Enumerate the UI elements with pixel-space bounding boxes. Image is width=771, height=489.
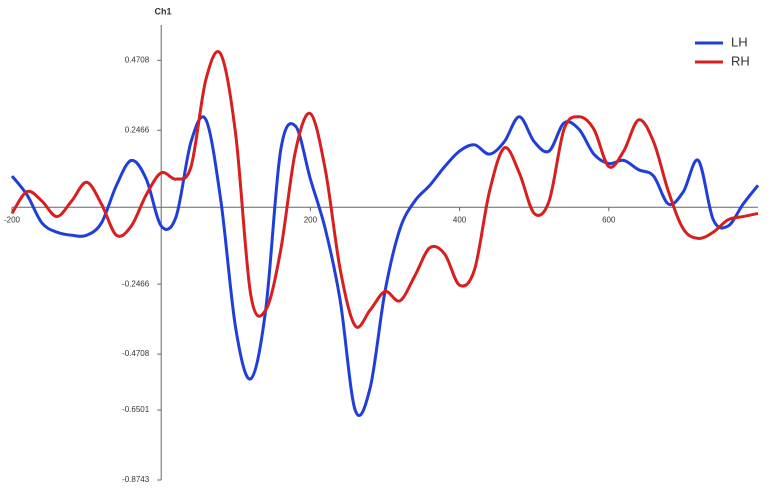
y-tick-label: -0.4708	[122, 349, 150, 358]
y-tick-label: -0.8743	[122, 475, 150, 484]
line-series	[10, 115, 760, 418]
x-tick-label: 400	[453, 215, 467, 224]
chart-title: Ch1	[154, 6, 171, 16]
y-tick-label: 0.4708	[125, 55, 150, 64]
x-tick-label: 600	[602, 215, 616, 224]
y-tick-label: 0.2466	[125, 125, 150, 134]
line-series	[10, 50, 759, 329]
legend-label: RH	[731, 53, 750, 68]
legend-label: LH	[731, 34, 748, 49]
y-tick-label: -0.2466	[122, 279, 150, 288]
x-tick-label: 200	[304, 215, 318, 224]
x-tick-label: -200	[4, 215, 21, 224]
y-tick-label: -0.6501	[122, 405, 150, 414]
